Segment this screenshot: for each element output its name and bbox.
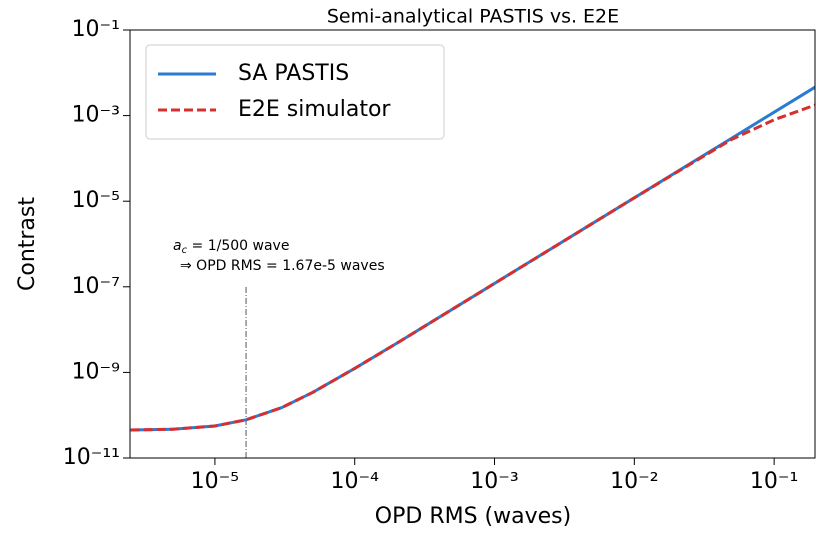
y-tick-label: 10⁻⁷: [72, 274, 120, 299]
x-tick-label: 10⁻¹: [750, 469, 798, 494]
annotation: ac = 1/500 wave: [173, 238, 289, 256]
x-axis-label: OPD RMS (waves): [375, 504, 571, 529]
chart-title: Semi-analytical PASTIS vs. E2E: [327, 6, 619, 28]
x-tick-label: 10⁻⁴: [330, 469, 379, 494]
y-tick-label: 10⁻⁹: [72, 359, 120, 384]
x-tick-label: 10⁻⁵: [191, 469, 239, 494]
x-tick-label: 10⁻²: [610, 469, 658, 494]
x-tick-label: 10⁻³: [470, 469, 518, 494]
annotation-line2: ⇒ OPD RMS = 1.67e-5 waves: [180, 258, 385, 274]
legend-label: E2E simulator: [238, 97, 391, 122]
legend-label: SA PASTIS: [238, 61, 349, 86]
y-tick-label: 10⁻³: [72, 103, 120, 128]
y-tick-label: 10⁻¹: [72, 17, 120, 42]
y-axis-label: Contrast: [15, 197, 40, 291]
legend-box: [145, 44, 445, 140]
plot-frame: [129, 29, 816, 459]
y-tick-label: 10⁻¹¹: [63, 445, 120, 470]
annotation-symbol: a: [173, 238, 182, 254]
data-line: [130, 103, 815, 432]
y-tick-label: 10⁻⁵: [72, 188, 120, 213]
annotation-text: = 1/500 wave: [187, 238, 289, 254]
annotation-subscript: c: [182, 245, 188, 256]
